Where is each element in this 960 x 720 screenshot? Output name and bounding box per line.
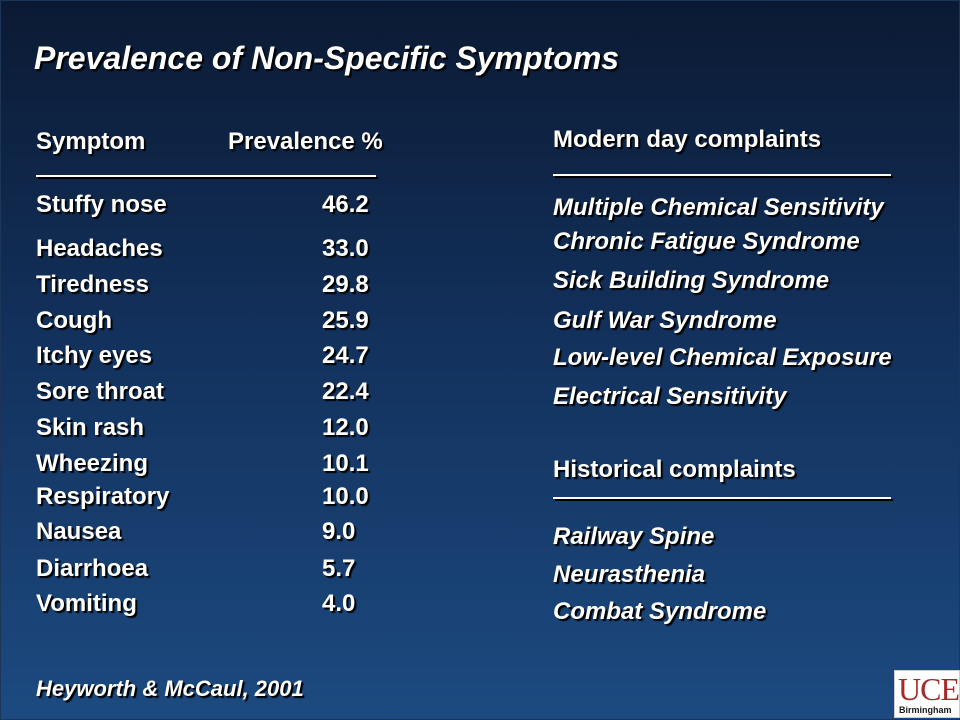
citation: Heyworth & McCaul, 2001: [36, 676, 304, 701]
prevalence-value: 25.9: [322, 307, 369, 334]
symptom-name: Cough: [36, 307, 112, 334]
prevalence-value: 10.1: [322, 450, 369, 477]
prevalence-value: 24.7: [322, 342, 369, 369]
modern-heading-rule: [553, 174, 891, 176]
historical-complaint: Neurasthenia: [553, 561, 706, 588]
symptom-name: Sore throat: [36, 378, 165, 405]
modern-complaint: Sick Building Syndrome: [553, 267, 830, 294]
table-row: Diarrhoea 5.7: [36, 555, 396, 585]
symptom-name: Headaches: [36, 235, 163, 262]
prevalence-header: Prevalence %: [228, 128, 383, 155]
table-row: Vomiting 4.0: [36, 590, 396, 620]
slide-title: Prevalence of Non-Specific Symptoms: [34, 40, 620, 76]
table-row: Headaches 33.0: [36, 235, 396, 265]
prevalence-value: 10.0: [322, 483, 369, 510]
modern-complaint: Chronic Fatigue Syndrome: [553, 228, 860, 255]
symptom-name: Tiredness: [36, 271, 149, 298]
table-row: Tiredness 29.8: [36, 271, 396, 301]
historical-complaint: Railway Spine: [553, 523, 715, 550]
historical-heading-rule: [553, 497, 891, 499]
prevalence-value: 12.0: [322, 414, 369, 441]
table-header-rule: [36, 175, 376, 177]
historical-heading: Historical complaints: [553, 456, 796, 483]
table-row: Skin rash 12.0: [36, 414, 396, 444]
table-row: Cough 25.9: [36, 307, 396, 337]
symptom-name: Itchy eyes: [36, 342, 153, 369]
table-row: Respiratory 10.0: [36, 483, 396, 513]
symptom-name: Diarrhoea: [36, 555, 149, 582]
symptom-name: Respiratory: [36, 483, 170, 510]
historical-complaint: Combat Syndrome: [553, 598, 767, 625]
symptom-name: Skin rash: [36, 414, 145, 441]
logo-main-text: UCE: [898, 671, 960, 707]
symptom-header: Symptom: [36, 128, 146, 155]
modern-complaint: Low-level Chemical Exposure: [553, 344, 892, 371]
modern-complaint: Gulf War Syndrome: [553, 307, 777, 334]
symptom-name: Stuffy nose: [36, 191, 167, 218]
symptom-name: Nausea: [36, 518, 122, 545]
prevalence-value: 46.2: [322, 191, 369, 218]
table-row: Sore throat 22.4: [36, 378, 396, 408]
uce-logo: UCE Birmingham: [894, 670, 960, 718]
prevalence-value: 4.0: [322, 590, 356, 617]
prevalence-value: 5.7: [322, 555, 356, 582]
prevalence-value: 33.0: [322, 235, 369, 262]
symptom-name: Wheezing: [36, 450, 148, 477]
modern-complaint: Electrical Sensitivity: [553, 383, 787, 410]
table-row: Nausea 9.0: [36, 518, 396, 548]
table-row: Wheezing 10.1: [36, 450, 396, 480]
table-row: Stuffy nose 46.2: [36, 191, 396, 221]
prevalence-value: 29.8: [322, 271, 369, 298]
prevalence-value: 22.4: [322, 378, 369, 405]
logo-sub-text: Birmingham: [899, 705, 952, 715]
modern-heading: Modern day complaints: [553, 126, 822, 153]
table-row: Itchy eyes 24.7: [36, 342, 396, 372]
prevalence-value: 9.0: [322, 518, 356, 545]
symptom-name: Vomiting: [36, 590, 137, 617]
modern-complaint: Multiple Chemical Sensitivity: [553, 194, 884, 221]
